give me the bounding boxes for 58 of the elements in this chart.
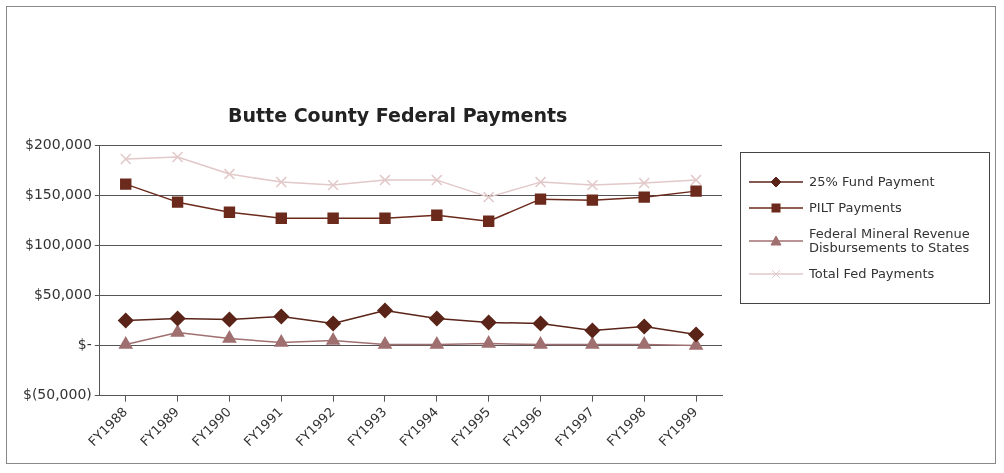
point — [638, 191, 650, 203]
point — [273, 308, 290, 325]
point — [274, 334, 289, 347]
point — [379, 212, 391, 224]
y-tick-label: $- — [77, 336, 92, 353]
y-tick-label: $50,000 — [33, 286, 92, 303]
point — [636, 318, 652, 335]
point — [431, 174, 443, 186]
point — [584, 322, 601, 339]
legend-label: 25% Fund Payment — [809, 174, 935, 189]
point — [586, 179, 599, 191]
point — [117, 312, 134, 329]
point — [585, 336, 600, 349]
chart-title: Butte County Federal Payments — [228, 104, 568, 126]
point — [431, 209, 443, 221]
y-tick-label: $100,000 — [25, 235, 92, 252]
point — [120, 178, 132, 190]
point — [482, 215, 495, 227]
y-tick-label: $150,000 — [25, 185, 92, 202]
point — [275, 176, 287, 188]
point — [481, 335, 496, 348]
point — [171, 151, 184, 163]
point — [222, 330, 237, 343]
point — [275, 212, 287, 224]
point — [327, 212, 339, 224]
point — [690, 185, 702, 197]
point — [638, 177, 650, 189]
point — [430, 336, 444, 349]
point — [120, 153, 132, 165]
legend-label: PILT Payments — [809, 200, 902, 215]
point — [480, 314, 497, 331]
point — [118, 336, 133, 349]
point — [690, 174, 702, 186]
point — [327, 179, 339, 191]
point — [378, 336, 392, 349]
y-tick-label: $200,000 — [25, 135, 92, 152]
y-tick-label: $(50,000) — [22, 386, 92, 403]
point — [586, 194, 599, 206]
point — [377, 302, 393, 319]
legend-label: Federal Mineral Revenue Disbursements to States — [809, 226, 971, 255]
point — [221, 311, 238, 328]
point — [169, 310, 186, 327]
point — [532, 315, 549, 332]
point — [688, 326, 704, 343]
point — [379, 174, 391, 186]
point — [325, 315, 341, 332]
point — [637, 336, 652, 349]
legend-label: Total Fed Payments — [809, 266, 935, 281]
point — [326, 332, 340, 345]
point — [223, 206, 236, 218]
point — [534, 176, 547, 188]
point — [171, 196, 184, 208]
point — [534, 193, 547, 205]
point — [170, 324, 185, 337]
point — [482, 191, 495, 203]
point — [429, 310, 445, 327]
point — [533, 336, 548, 349]
point — [223, 168, 236, 180]
